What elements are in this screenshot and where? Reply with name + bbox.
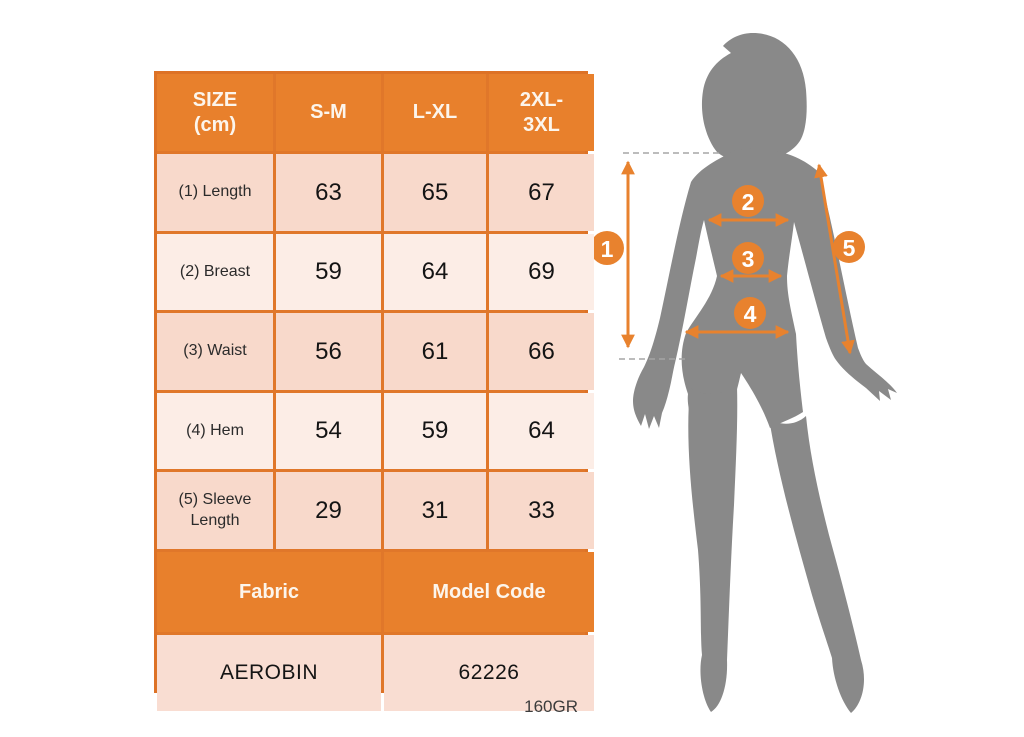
row-hem-label: (4) Hem xyxy=(157,393,273,469)
marker-1-circle xyxy=(590,231,624,265)
row-sleeve-value-2xl3xl: 33 xyxy=(489,472,594,549)
marker-3-circle xyxy=(732,242,764,274)
dimension-arrows xyxy=(621,160,855,355)
female-body-silhouette xyxy=(633,33,897,713)
row-length-value-2xl3xl: 67 xyxy=(489,154,594,231)
row-sleeve-value-lxl: 31 xyxy=(384,472,486,549)
dashed-extension-lines xyxy=(619,152,720,360)
header-size-cell: SIZE (cm) xyxy=(157,74,273,151)
row-waist-value-lxl: 61 xyxy=(384,313,486,390)
row-sleeve-label: (5) Sleeve Length xyxy=(157,472,273,549)
marker-1-number: 1 xyxy=(601,236,614,262)
row-waist-label: (3) Waist xyxy=(157,313,273,390)
header-col-s-m: S-M xyxy=(276,74,381,151)
silhouette-torso-arms xyxy=(633,148,897,429)
footer-fabric-header: Fabric xyxy=(157,552,381,632)
header-col-2xl-3xl: 2XL-3XL xyxy=(489,74,594,151)
marker-2-number: 2 xyxy=(742,189,755,215)
row-hem-value-sm: 54 xyxy=(276,393,381,469)
row-breast-value-lxl: 64 xyxy=(384,234,486,310)
silhouette-head xyxy=(701,33,807,162)
sleeve-arrow xyxy=(814,163,855,355)
marker-4-number: 4 xyxy=(744,301,757,327)
measurement-markers: 1 2 3 4 5 xyxy=(590,185,865,329)
marker-4-circle xyxy=(734,297,766,329)
row-breast-value-2xl3xl: 69 xyxy=(489,234,594,310)
marker-5-number: 5 xyxy=(843,235,856,261)
marker-3-number: 3 xyxy=(742,246,755,272)
silhouette-left-leg xyxy=(688,386,738,712)
row-sleeve-value-sm: 29 xyxy=(276,472,381,549)
marker-2-circle xyxy=(732,185,764,217)
row-waist-value-2xl3xl: 66 xyxy=(489,313,594,390)
footer-model-code-value: 62226 xyxy=(384,635,594,711)
row-waist-value-sm: 56 xyxy=(276,313,381,390)
header-col-2xl-3xl-label: 2XL-3XL xyxy=(519,88,564,136)
size-chart-table: SIZE (cm) S-M L-XL 2XL-3XL (1) Length 63… xyxy=(154,71,594,711)
header-col-l-xl: L-XL xyxy=(384,74,486,151)
silhouette-right-leg xyxy=(769,416,865,713)
row-hem-value-lxl: 59 xyxy=(384,393,486,469)
row-length-label: (1) Length xyxy=(157,154,273,231)
footer-model-code-header: Model Code xyxy=(384,552,594,632)
header-size-label: SIZE (cm) xyxy=(192,88,238,136)
row-hem-value-2xl3xl: 64 xyxy=(489,393,594,469)
row-breast-value-sm: 59 xyxy=(276,234,381,310)
marker-5-circle xyxy=(833,231,865,263)
weight-caption: 160GR xyxy=(524,697,578,716)
footer-fabric-value: AEROBIN xyxy=(157,635,381,711)
row-breast-label: (2) Breast xyxy=(157,234,273,310)
row-length-value-sm: 63 xyxy=(276,154,381,231)
row-length-value-lxl: 65 xyxy=(384,154,486,231)
